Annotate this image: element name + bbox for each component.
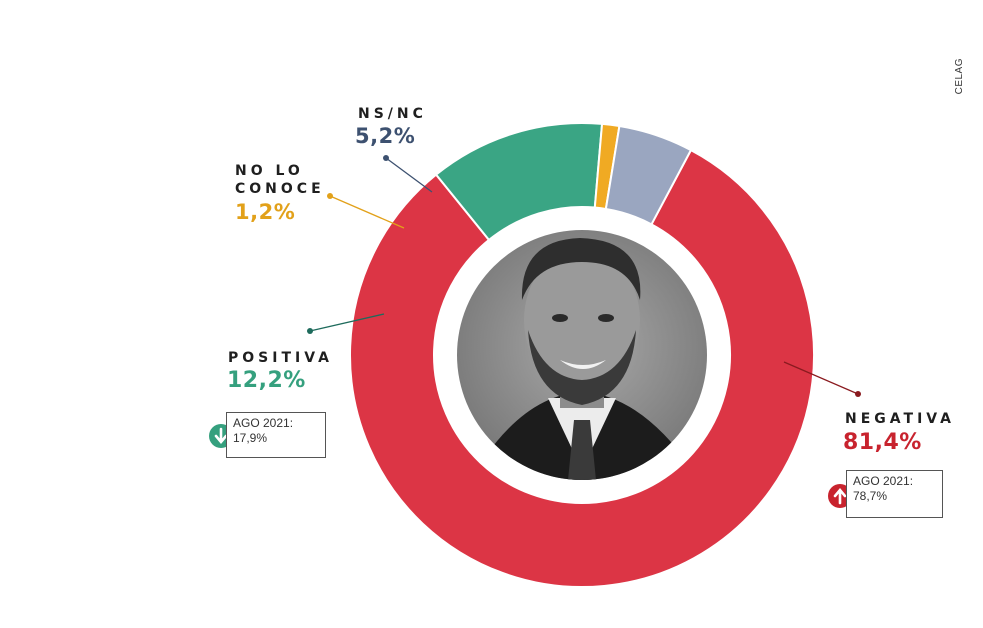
negativa-comparison-box: AGO 2021: 78,7% <box>846 470 943 518</box>
leader-no-lo-conoce-dot <box>327 193 333 199</box>
leader-lines <box>307 155 861 397</box>
leader-nsnc <box>385 157 433 193</box>
label-negativa-value: 81,4% <box>843 430 922 455</box>
label-nsnc-name: NS/NC <box>358 106 427 122</box>
leader-positiva-dot <box>307 328 313 334</box>
leader-negativa <box>783 361 859 395</box>
label-positiva-value: 12,2% <box>227 368 306 393</box>
negativa-comparison-value: 78,7% <box>853 489 888 503</box>
positiva-comparison-box: AGO 2021: 17,9% <box>226 412 326 458</box>
label-nsnc-value: 5,2% <box>355 124 416 148</box>
leader-no-lo-conoce <box>329 195 405 229</box>
label-no-lo-conoce-line1: NO LO <box>235 163 304 179</box>
slice-negativa <box>349 148 815 588</box>
slice-ns-nc <box>604 124 693 226</box>
label-no-lo-conoce-value: 1,2% <box>235 200 296 224</box>
leader-nsnc-dot <box>383 155 389 161</box>
positiva-comparison-value: 17,9% <box>233 431 268 445</box>
slices-layer <box>349 122 815 588</box>
label-no-lo-conoce-line2: CONOCE <box>235 181 325 197</box>
negativa-comparison-label: AGO 2021: <box>853 474 914 488</box>
portrait-photo <box>457 230 707 480</box>
label-negativa-name: NEGATIVA <box>845 411 955 427</box>
source-label: CELAG <box>954 58 965 95</box>
leader-negativa-dot <box>855 391 861 397</box>
positiva-comparison-label: AGO 2021: <box>233 416 294 430</box>
label-positiva-name: POSITIVA <box>228 350 333 366</box>
leader-positiva <box>309 313 385 332</box>
